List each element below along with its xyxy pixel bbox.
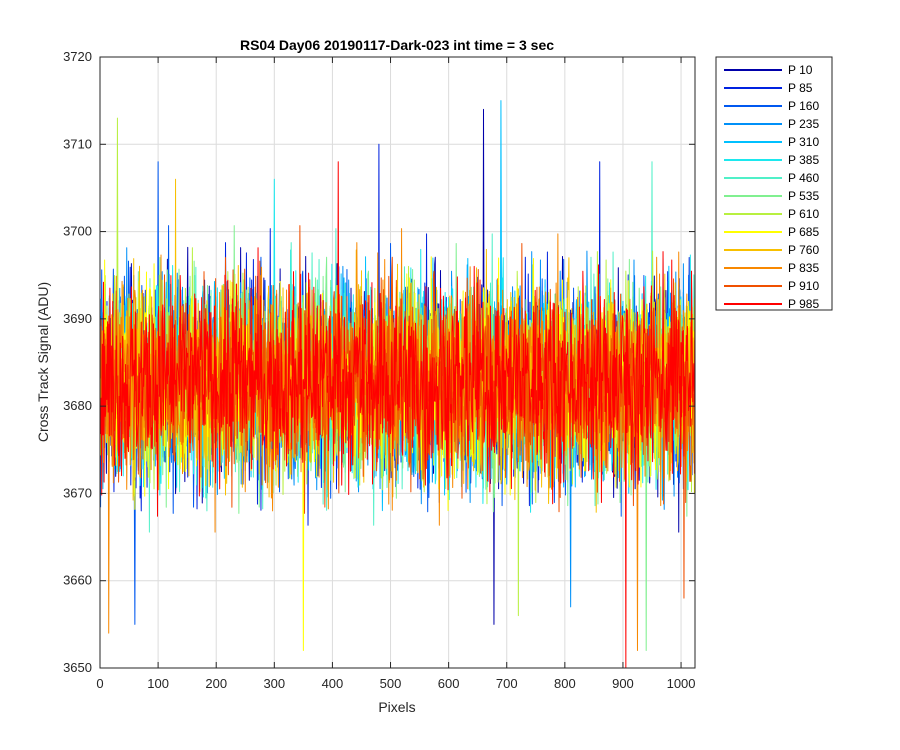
x-tick-label: 0 <box>96 676 103 691</box>
legend-label: P 160 <box>788 99 819 113</box>
legend-label: P 685 <box>788 225 819 239</box>
x-tick-label: 900 <box>612 676 634 691</box>
chart-title: RS04 Day06 20190117-Dark-023 int time = … <box>240 37 554 53</box>
y-tick-label: 3690 <box>63 311 92 326</box>
x-tick-label: 500 <box>380 676 402 691</box>
x-tick-label: 200 <box>205 676 227 691</box>
legend-label: P 535 <box>788 189 819 203</box>
plot-area: 0 100 200 300 400 500 600 700 800 900 1000 3650 366… <box>63 49 695 691</box>
plot-frame <box>99 56 696 669</box>
x-axis-title: Pixels <box>378 699 415 715</box>
legend-label: P 10 <box>788 63 813 77</box>
y-tick-label: 3720 <box>63 49 92 64</box>
legend-label: P 610 <box>788 207 819 221</box>
legend-label: P 835 <box>788 261 819 275</box>
y-tick-label: 3700 <box>63 224 92 239</box>
legend: P 10 P 85 P 160 P 235 P 310 P 385 P 460 P 535 P … <box>715 56 833 311</box>
legend-label: P 760 <box>788 243 819 257</box>
y-axis-ticks: 3650 3660 3670 3680 3690 3700 3710 3720 <box>63 49 695 675</box>
legend-label: P 85 <box>788 81 813 95</box>
x-tick-label: 1000 <box>667 676 696 691</box>
legend-label: P 985 <box>788 297 819 311</box>
x-tick-label: 600 <box>438 676 460 691</box>
x-tick-label: 800 <box>554 676 576 691</box>
y-tick-label: 3710 <box>63 136 92 151</box>
x-tick-label: 700 <box>496 676 518 691</box>
legend-label: P 235 <box>788 117 819 131</box>
legend-label: P 910 <box>788 279 819 293</box>
x-tick-label: 400 <box>322 676 344 691</box>
legend-label: P 385 <box>788 153 819 167</box>
y-tick-label: 3650 <box>63 660 92 675</box>
y-axis-title: Cross Track Signal (ADU) <box>35 282 51 442</box>
x-axis-ticks: 0 100 200 300 400 500 600 700 800 900 1000 <box>96 57 696 691</box>
legend-label: P 310 <box>788 135 819 149</box>
x-tick-label: 100 <box>147 676 169 691</box>
x-tick-label: 300 <box>263 676 285 691</box>
series-lines <box>100 100 695 668</box>
y-tick-label: 3670 <box>63 485 92 500</box>
y-tick-label: 3660 <box>63 573 92 588</box>
y-tick-label: 3680 <box>63 398 92 413</box>
legend-label: P 460 <box>788 171 819 185</box>
series-line <box>100 161 695 668</box>
